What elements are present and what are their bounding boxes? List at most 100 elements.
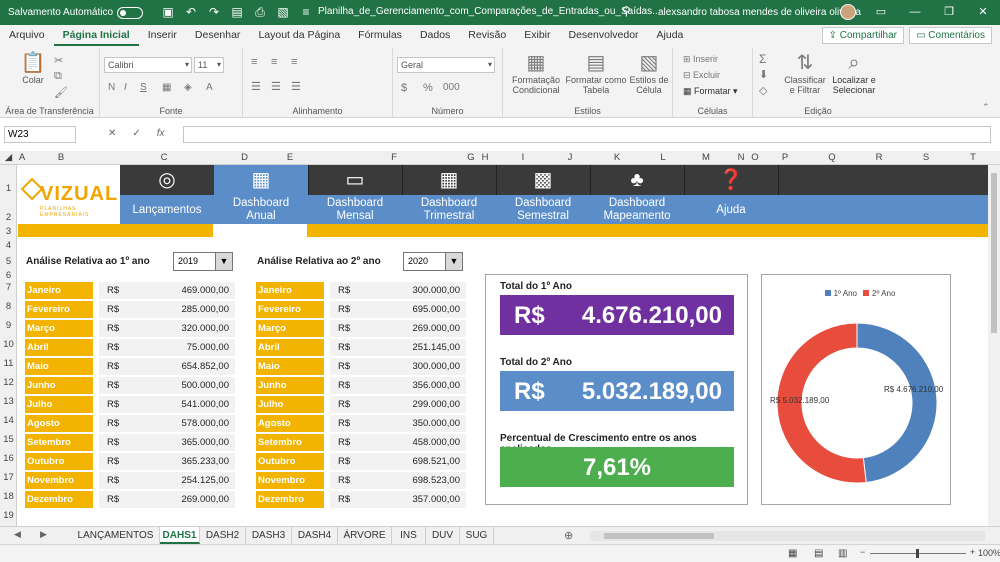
value-cell[interactable]: R$ 320.000,00: [99, 320, 235, 337]
row-header-13[interactable]: 13: [3, 396, 14, 407]
number-format-select[interactable]: Geral: [397, 57, 495, 73]
donut-slice-1[interactable]: [856, 322, 938, 484]
tab-exibir[interactable]: Exibir: [524, 29, 551, 41]
row-header-15[interactable]: 15: [3, 434, 14, 445]
value-cell[interactable]: R$ 695.000,00: [330, 301, 466, 318]
value-cell[interactable]: R$ 254.125,00: [99, 472, 235, 489]
comments-button[interactable]: ▭ Comentários: [909, 27, 992, 44]
tab-dados[interactable]: Dados: [419, 29, 451, 41]
row-header-1[interactable]: 1: [5, 183, 12, 194]
value-cell[interactable]: R$ 300.000,00: [330, 282, 466, 299]
avatar[interactable]: [840, 4, 856, 20]
value-cell[interactable]: R$ 698.521,00: [330, 453, 466, 470]
row-header-6[interactable]: 6: [5, 270, 12, 281]
col-header-a[interactable]: A: [18, 152, 26, 163]
save-icon[interactable]: ▣: [162, 5, 174, 19]
tab-formulas[interactable]: Fórmulas: [358, 29, 402, 41]
sheet-tab[interactable]: DASH2: [200, 527, 246, 544]
row-header-8[interactable]: 8: [5, 301, 12, 312]
zoom-level[interactable]: 100%: [978, 548, 1000, 558]
borders-icon[interactable]: ▦: [162, 82, 172, 93]
align-left-icon[interactable]: ☰: [251, 81, 261, 93]
row-header-16[interactable]: 16: [3, 453, 14, 464]
month-cell[interactable]: Setembro: [256, 434, 324, 451]
row-header-7[interactable]: 7: [5, 282, 12, 293]
col-header-r[interactable]: R: [875, 152, 883, 163]
cell-styles-button[interactable]: ▧ Estilos de Célula: [627, 52, 671, 95]
row-header-11[interactable]: 11: [3, 358, 14, 369]
align-right-icon[interactable]: ☰: [291, 81, 301, 93]
value-cell[interactable]: R$ 299.000,00: [330, 396, 466, 413]
search-icon[interactable]: ⚲: [622, 4, 631, 18]
col-header-h[interactable]: H: [481, 152, 489, 163]
worksheet[interactable]: VIZUAL PLANILHAS EMPRESARIAIS ◎ Lançamen…: [18, 165, 988, 526]
row-header-2[interactable]: 2: [5, 212, 12, 223]
nav-dashboard-trimestral[interactable]: ▦ Dashboard Trimestral: [402, 165, 496, 224]
col-header-n[interactable]: N: [737, 152, 745, 163]
month-cell[interactable]: Setembro: [25, 434, 93, 451]
percent-icon[interactable]: %: [423, 82, 433, 94]
currency-icon[interactable]: $: [401, 82, 408, 94]
align-bottom-icon[interactable]: ≡: [291, 56, 298, 68]
select-all-corner[interactable]: ◢: [4, 152, 13, 163]
zoom-out-icon[interactable]: −: [860, 547, 866, 557]
value-cell[interactable]: R$ 300.000,00: [330, 358, 466, 375]
col-header-p[interactable]: P: [781, 152, 789, 163]
tab-revisao[interactable]: Revisão: [468, 29, 507, 41]
value-cell[interactable]: R$ 269.000,00: [330, 320, 466, 337]
value-cell[interactable]: R$ 356.000,00: [330, 377, 466, 394]
row-header-5[interactable]: 5: [5, 256, 12, 267]
format-cells-button[interactable]: ▦ Formatar ▾: [683, 86, 738, 96]
col-header-g[interactable]: G: [467, 152, 475, 163]
col-header-b[interactable]: B: [57, 152, 65, 163]
ribbon-display-icon[interactable]: ▭: [875, 6, 887, 18]
fill-icon[interactable]: ⬇: [759, 69, 769, 81]
month-cell[interactable]: Dezembro: [25, 491, 93, 508]
month-cell[interactable]: Julho: [25, 396, 93, 413]
share-button[interactable]: ⇪ Compartilhar: [821, 27, 904, 44]
collapse-ribbon-icon[interactable]: ⌃: [982, 102, 990, 112]
sheet-tab[interactable]: DASH4: [292, 527, 338, 544]
value-cell[interactable]: R$ 251.145,00: [330, 339, 466, 356]
row-header-3[interactable]: 3: [5, 226, 12, 237]
font-size-select[interactable]: 11: [194, 57, 224, 73]
nav-dashboard-mensal[interactable]: ▭ Dashboard Mensal: [308, 165, 402, 224]
month-cell[interactable]: Agosto: [256, 415, 324, 432]
month-cell[interactable]: Novembro: [256, 472, 324, 489]
month-cell[interactable]: Maio: [256, 358, 324, 375]
col-header-e[interactable]: E: [286, 152, 294, 163]
row-header-19[interactable]: 19: [3, 510, 14, 521]
month-cell[interactable]: Fevereiro: [256, 301, 324, 318]
insert-function-icon[interactable]: fx: [156, 128, 165, 139]
col-header-i[interactable]: I: [521, 152, 525, 163]
autosave-toggle[interactable]: [117, 6, 144, 19]
year1-select[interactable]: 2019 ▼: [173, 252, 233, 271]
tab-desenhar[interactable]: Desenhar: [194, 29, 241, 41]
user-name[interactable]: alexsandro tabosa mendes de oliveira oli…: [658, 7, 861, 18]
close-icon[interactable]: ✕: [978, 6, 988, 18]
new-file-icon[interactable]: ▤: [231, 5, 243, 19]
tab-ajuda[interactable]: Ajuda: [656, 29, 684, 41]
col-header-f[interactable]: F: [391, 152, 397, 163]
sheet-tab[interactable]: ÁRVORE: [338, 527, 392, 544]
sheet-tab[interactable]: INS: [392, 527, 426, 544]
row-header-14[interactable]: 14: [3, 415, 14, 426]
row-header-10[interactable]: 10: [3, 339, 14, 350]
underline-button[interactable]: S: [140, 82, 147, 93]
vertical-scroll-thumb[interactable]: [991, 173, 997, 333]
conditional-format-button[interactable]: ▦ Formatação Condicional: [507, 52, 565, 95]
tab-arquivo[interactable]: Arquivo: [9, 29, 45, 41]
align-center-icon[interactable]: ☰: [271, 81, 281, 93]
thousands-icon[interactable]: 000: [443, 82, 460, 93]
value-cell[interactable]: R$ 365.000,00: [99, 434, 235, 451]
format-painter-icon[interactable]: 🖌: [54, 87, 68, 99]
print-icon[interactable]: ⎙: [255, 5, 265, 19]
next-sheet-icon[interactable]: ▶: [40, 529, 47, 539]
autosave[interactable]: Salvamento Automático: [8, 6, 144, 19]
sort-filter-button[interactable]: ⇅ Classificar e Filtrar: [781, 52, 829, 95]
value-cell[interactable]: R$ 75.000,00: [99, 339, 235, 356]
find-select-button[interactable]: ⌕ Localizar e Selecionar: [829, 52, 879, 95]
col-header-d[interactable]: D: [241, 152, 248, 163]
month-cell[interactable]: Abril: [256, 339, 324, 356]
month-cell[interactable]: Outubro: [256, 453, 324, 470]
